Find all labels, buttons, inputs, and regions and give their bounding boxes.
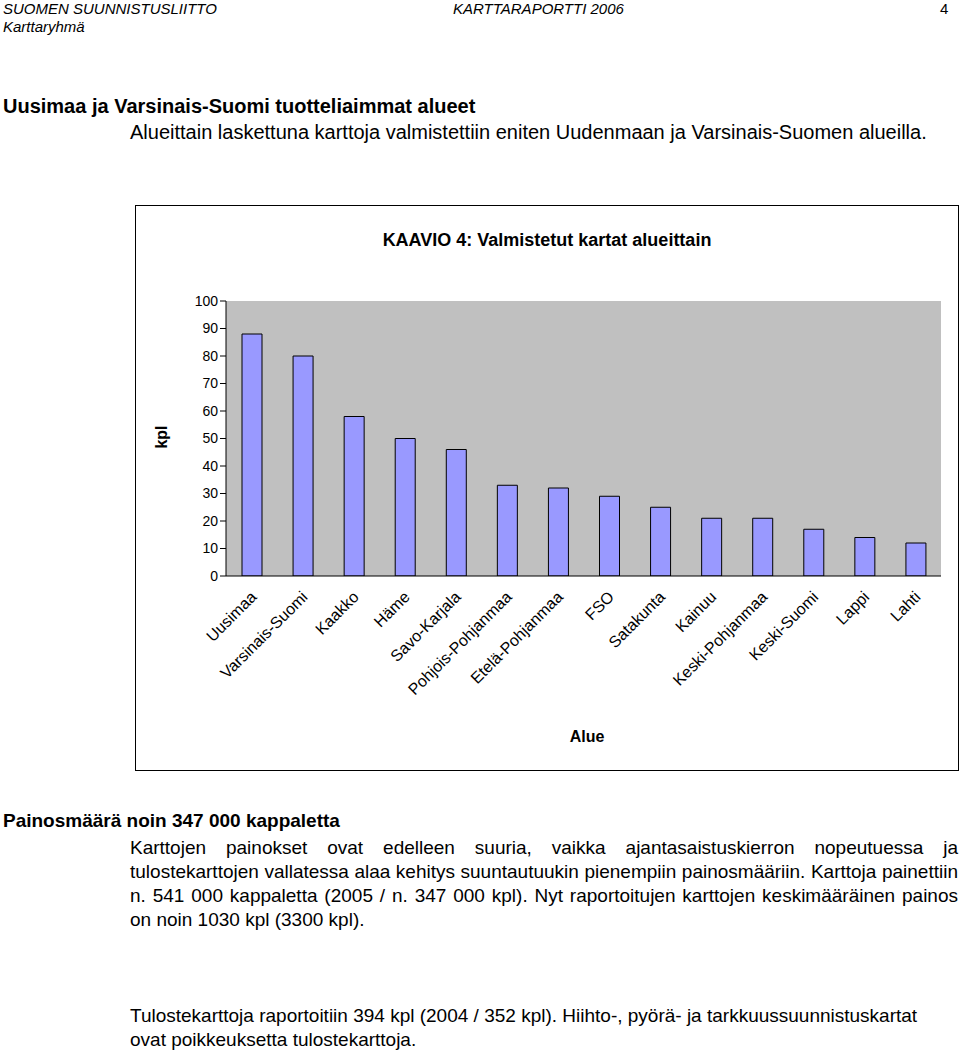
html-text:kpl: kpl [152,425,170,449]
svg-text:Pohjois-Pohjanmaa: Pohjois-Pohjanmaa [404,588,515,699]
html-text:Karttojen painokset ovat edell: Karttojen painokset ovat edelleen suuria… [130,837,958,930]
html-text:Uusimaa ja Varsinais-Suomi tuo: Uusimaa ja Varsinais-Suomi tuotteliaimma… [3,95,476,117]
svg-text:Lappi: Lappi [833,588,873,628]
svg-text:Etelä-Pohjanmaa: Etelä-Pohjanmaa [467,588,566,687]
svg-text:50: 50 [202,430,218,446]
html-text:KARTTARAPORTTI 2006: KARTTARAPORTTI 2006 [453,0,624,17]
svg-text:20: 20 [202,513,218,529]
html-text:KAAVIO 4: Valmistetut kartat a: KAAVIO 4: Valmistetut kartat alueittain [382,230,712,250]
svg-text:Varsinais-Suomi: Varsinais-Suomi [217,588,311,682]
html-text:Karttaryhmä: Karttaryhmä [3,18,85,35]
svg-text:Lahti: Lahti [887,588,924,625]
svg-text:Satakunta: Satakunta [605,588,668,651]
html-text:Painosmäärä noin 347 000 kappa: Painosmäärä noin 347 000 kappaletta [3,810,340,831]
html-text:Alueittain laskettuna karttoja: Alueittain laskettuna karttoja valmistet… [130,121,927,143]
svg-text:90: 90 [202,320,218,336]
svg-text:30: 30 [202,485,218,501]
html-text:SUOMEN SUUNNISTUSLIITTO: SUOMEN SUUNNISTUSLIITTO [3,0,217,17]
svg-text:80: 80 [202,348,218,364]
svg-text:FSO: FSO [582,588,617,623]
svg-text:Kaakko: Kaakko [312,588,362,638]
svg-text:100: 100 [195,293,219,309]
svg-text:Keski-Suomi: Keski-Suomi [746,588,822,664]
html-text:4: 4 [940,0,949,17]
svg-text:70: 70 [202,375,218,391]
svg-text:Kainuu: Kainuu [672,588,719,635]
svg-text:Savo-Karjala: Savo-Karjala [387,588,464,665]
svg-text:40: 40 [202,458,218,474]
svg-text:10: 10 [202,540,218,556]
svg-text:Uusimaa: Uusimaa [203,588,260,645]
svg-text:60: 60 [202,403,218,419]
svg-text:Häme: Häme [371,588,413,630]
html-text:Alue: Alue [569,728,605,745]
svg-text:0: 0 [210,568,218,584]
svg-text:Keski-Pohjanmaa: Keski-Pohjanmaa [670,588,771,689]
html-text:Tulostekarttoja raportoitiin 3: Tulostekarttoja raportoitiin 394 kpl (20… [130,1005,918,1050]
